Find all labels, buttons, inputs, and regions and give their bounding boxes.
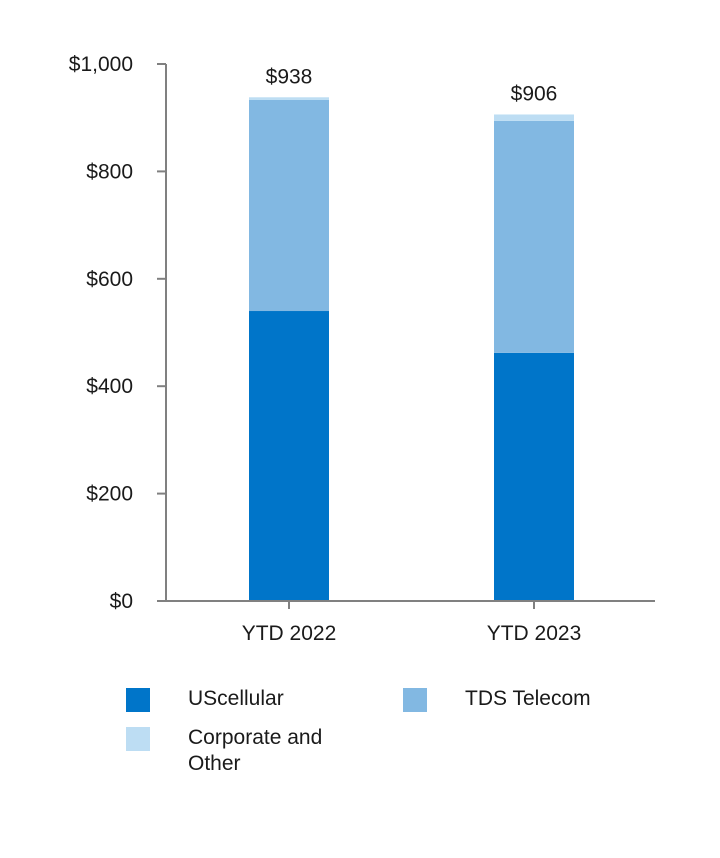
bar-uscellular-ytd-2022 (249, 311, 329, 601)
total-label-ytd-2023: $906 (511, 82, 558, 105)
bars-group (249, 97, 574, 601)
bar-corporate-and-other-ytd-2023 (494, 114, 574, 121)
y-tick-label-1000: $1,000 (69, 53, 133, 76)
x-tick-label-ytd-2022: YTD 2022 (242, 622, 337, 645)
y-tick-label-200: $200 (86, 483, 133, 506)
bar-uscellular-ytd-2023 (494, 352, 574, 601)
y-tick-label-600: $600 (86, 268, 133, 291)
y-tick-label-0: $0 (110, 590, 133, 613)
total-label-ytd-2022: $938 (266, 65, 313, 88)
bar-tds-telecom-ytd-2022 (249, 99, 329, 312)
y-tick-label-800: $800 (86, 160, 133, 183)
bar-corporate-and-other-ytd-2022 (249, 97, 329, 100)
bar-tds-telecom-ytd-2023 (494, 120, 574, 353)
y-tick-label-400: $400 (86, 375, 133, 398)
labels-group: $938 YTD 2022 $906 YTD 2023 $0 $200 $400 $600 $8… (69, 53, 582, 645)
axes-group (157, 63, 655, 609)
x-tick-label-ytd-2023: YTD 2023 (487, 622, 582, 645)
